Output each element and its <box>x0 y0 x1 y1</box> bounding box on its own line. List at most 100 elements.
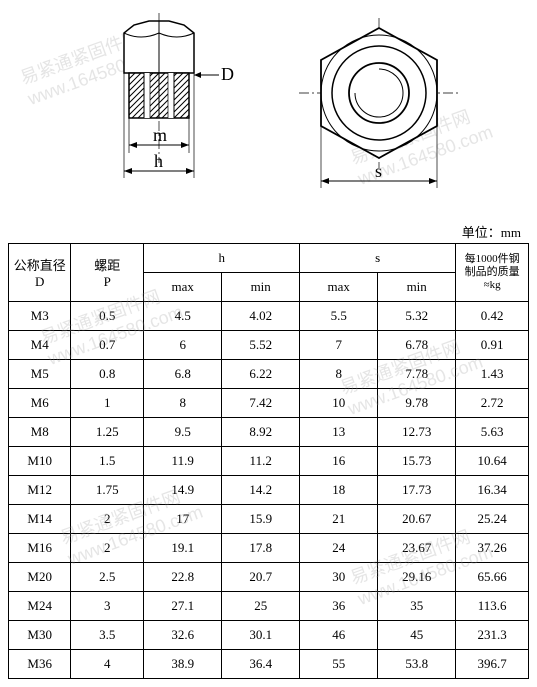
cell-smax: 21 <box>300 505 378 534</box>
cell-D: M4 <box>9 331 71 360</box>
cell-hmin: 11.2 <box>222 447 300 476</box>
cell-P: 4 <box>71 650 144 679</box>
cell-P: 0.5 <box>71 302 144 331</box>
cell-D: M10 <box>9 447 71 476</box>
cell-kg: 0.91 <box>456 331 529 360</box>
cell-hmax: 4.5 <box>144 302 222 331</box>
cell-P: 2.5 <box>71 563 144 592</box>
header-s: s <box>300 244 456 273</box>
cell-P: 2 <box>71 534 144 563</box>
cell-D: M8 <box>9 418 71 447</box>
table-row: M121.7514.914.21817.7316.34 <box>9 476 529 505</box>
cell-D: M36 <box>9 650 71 679</box>
header-smax: max <box>300 273 378 302</box>
cell-P: 1 <box>71 389 144 418</box>
cell-kg: 1.43 <box>456 360 529 389</box>
cell-kg: 2.72 <box>456 389 529 418</box>
header-hmax: max <box>144 273 222 302</box>
cell-P: 1.75 <box>71 476 144 505</box>
cell-hmin: 17.8 <box>222 534 300 563</box>
cell-kg: 16.34 <box>456 476 529 505</box>
cell-kg: 5.63 <box>456 418 529 447</box>
nut-side-view: D m h <box>69 13 249 213</box>
nut-top-view: s <box>289 13 469 213</box>
cell-hmax: 14.9 <box>144 476 222 505</box>
table-row: M16219.117.82423.6737.26 <box>9 534 529 563</box>
cell-kg: 396.7 <box>456 650 529 679</box>
cell-hmax: 6.8 <box>144 360 222 389</box>
cell-smax: 24 <box>300 534 378 563</box>
cell-D: M30 <box>9 621 71 650</box>
cell-hmin: 4.02 <box>222 302 300 331</box>
cell-P: 3 <box>71 592 144 621</box>
cell-smax: 18 <box>300 476 378 505</box>
cell-smax: 13 <box>300 418 378 447</box>
header-D: 公称直径D <box>9 244 71 302</box>
cell-kg: 25.24 <box>456 505 529 534</box>
table-row: M303.532.630.14645231.3 <box>9 621 529 650</box>
cell-smax: 16 <box>300 447 378 476</box>
cell-kg: 113.6 <box>456 592 529 621</box>
cell-hmax: 22.8 <box>144 563 222 592</box>
cell-hmin: 20.7 <box>222 563 300 592</box>
cell-kg: 65.66 <box>456 563 529 592</box>
dim-h-label: h <box>154 151 163 171</box>
cell-hmax: 27.1 <box>144 592 222 621</box>
cell-smin: 45 <box>378 621 456 650</box>
header-hmin: min <box>222 273 300 302</box>
dim-s-label: s <box>375 161 382 181</box>
cell-hmax: 32.6 <box>144 621 222 650</box>
cell-smin: 23.67 <box>378 534 456 563</box>
table-row: M1421715.92120.6725.24 <box>9 505 529 534</box>
cell-hmax: 9.5 <box>144 418 222 447</box>
dim-m-label: m <box>153 125 167 145</box>
cell-smin: 29.16 <box>378 563 456 592</box>
cell-smax: 36 <box>300 592 378 621</box>
cell-D: M5 <box>9 360 71 389</box>
cell-hmax: 11.9 <box>144 447 222 476</box>
table-row: M6187.42109.782.72 <box>9 389 529 418</box>
table-row: M40.765.5276.780.91 <box>9 331 529 360</box>
cell-smax: 30 <box>300 563 378 592</box>
cell-hmin: 8.92 <box>222 418 300 447</box>
cell-smin: 7.78 <box>378 360 456 389</box>
cell-hmin: 7.42 <box>222 389 300 418</box>
cell-kg: 231.3 <box>456 621 529 650</box>
cell-hmin: 15.9 <box>222 505 300 534</box>
cell-smax: 7 <box>300 331 378 360</box>
header-h: h <box>144 244 300 273</box>
cell-hmin: 36.4 <box>222 650 300 679</box>
cell-hmax: 8 <box>144 389 222 418</box>
cell-P: 0.7 <box>71 331 144 360</box>
cell-hmin: 14.2 <box>222 476 300 505</box>
table-row: M24327.1253635113.6 <box>9 592 529 621</box>
cell-D: M6 <box>9 389 71 418</box>
cell-smax: 5.5 <box>300 302 378 331</box>
cell-kg: 0.42 <box>456 302 529 331</box>
cell-P: 1.5 <box>71 447 144 476</box>
cell-P: 2 <box>71 505 144 534</box>
cell-D: M12 <box>9 476 71 505</box>
cell-smin: 5.32 <box>378 302 456 331</box>
table-row: M50.86.86.2287.781.43 <box>9 360 529 389</box>
cell-P: 1.25 <box>71 418 144 447</box>
dim-D-label: D <box>221 64 234 84</box>
cell-P: 0.8 <box>71 360 144 389</box>
cell-smin: 20.67 <box>378 505 456 534</box>
cell-smax: 46 <box>300 621 378 650</box>
cell-smin: 35 <box>378 592 456 621</box>
cell-kg: 37.26 <box>456 534 529 563</box>
cell-hmin: 5.52 <box>222 331 300 360</box>
cell-hmin: 6.22 <box>222 360 300 389</box>
cell-D: M3 <box>9 302 71 331</box>
cell-smin: 15.73 <box>378 447 456 476</box>
cell-D: M24 <box>9 592 71 621</box>
cell-smax: 10 <box>300 389 378 418</box>
cell-smax: 55 <box>300 650 378 679</box>
table-row: M36438.936.45553.8396.7 <box>9 650 529 679</box>
cell-D: M20 <box>9 563 71 592</box>
table-row: M30.54.54.025.55.320.42 <box>9 302 529 331</box>
cell-hmin: 30.1 <box>222 621 300 650</box>
technical-diagram: D m h s <box>8 8 529 218</box>
header-P: 螺距P <box>71 244 144 302</box>
